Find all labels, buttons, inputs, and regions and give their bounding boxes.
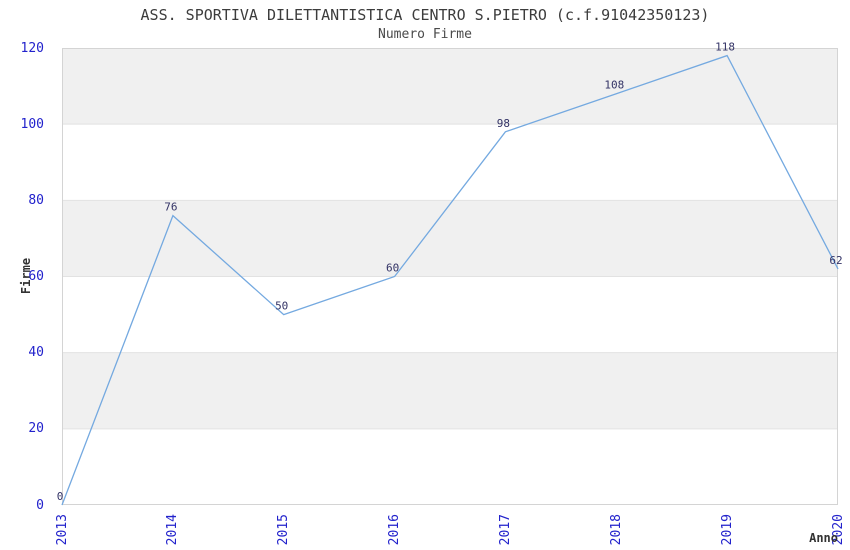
x-tick-label: 2015 <box>276 514 292 546</box>
point-label: 60 <box>386 262 399 275</box>
plot-border <box>62 48 838 505</box>
x-tick-label: 2018 <box>608 514 624 546</box>
point-label: 108 <box>604 79 624 92</box>
point-label: 50 <box>275 300 288 313</box>
point-label: 98 <box>497 117 510 130</box>
chart-subtitle: Numero Firme <box>378 27 472 42</box>
line-series <box>61 54 839 506</box>
plot-band <box>62 428 838 505</box>
x-tick-label: 2014 <box>165 514 181 546</box>
plot-band <box>62 276 838 353</box>
x-axis-ticks: 2013 2014 2015 2016 2017 2018 2019 2020 <box>55 514 846 550</box>
y-tick-label: 60 <box>28 269 44 284</box>
y-tick-label: 0 <box>36 497 44 513</box>
plot-band <box>62 124 838 201</box>
y-tick-label: 40 <box>28 345 44 361</box>
plot-band <box>62 200 838 277</box>
point-label: 76 <box>164 201 177 214</box>
plot-area: 0 76 50 60 98 108 118 62 <box>57 41 843 506</box>
point-label: 0 <box>57 490 64 503</box>
plot-band <box>62 48 838 125</box>
plot-band <box>62 352 838 429</box>
point-label: 62 <box>829 254 842 267</box>
point-label: 118 <box>715 41 735 54</box>
x-tick-label: 2013 <box>54 514 70 546</box>
y-tick-label: 120 <box>20 40 44 56</box>
x-tick-label: 2019 <box>719 514 735 546</box>
y-tick-label: 20 <box>28 421 44 437</box>
x-axis-label: Anno <box>809 531 838 545</box>
y-tick-label: 100 <box>20 116 44 132</box>
y-tick-label: 80 <box>28 192 44 208</box>
chart-title: ASS. SPORTIVA DILETTANTISTICA CENTRO S.P… <box>140 6 710 24</box>
x-tick-label: 2016 <box>387 514 403 546</box>
x-tick-label: 2017 <box>497 514 513 546</box>
y-axis-ticks: 0 20 40 60 80 100 120 <box>0 41 44 513</box>
